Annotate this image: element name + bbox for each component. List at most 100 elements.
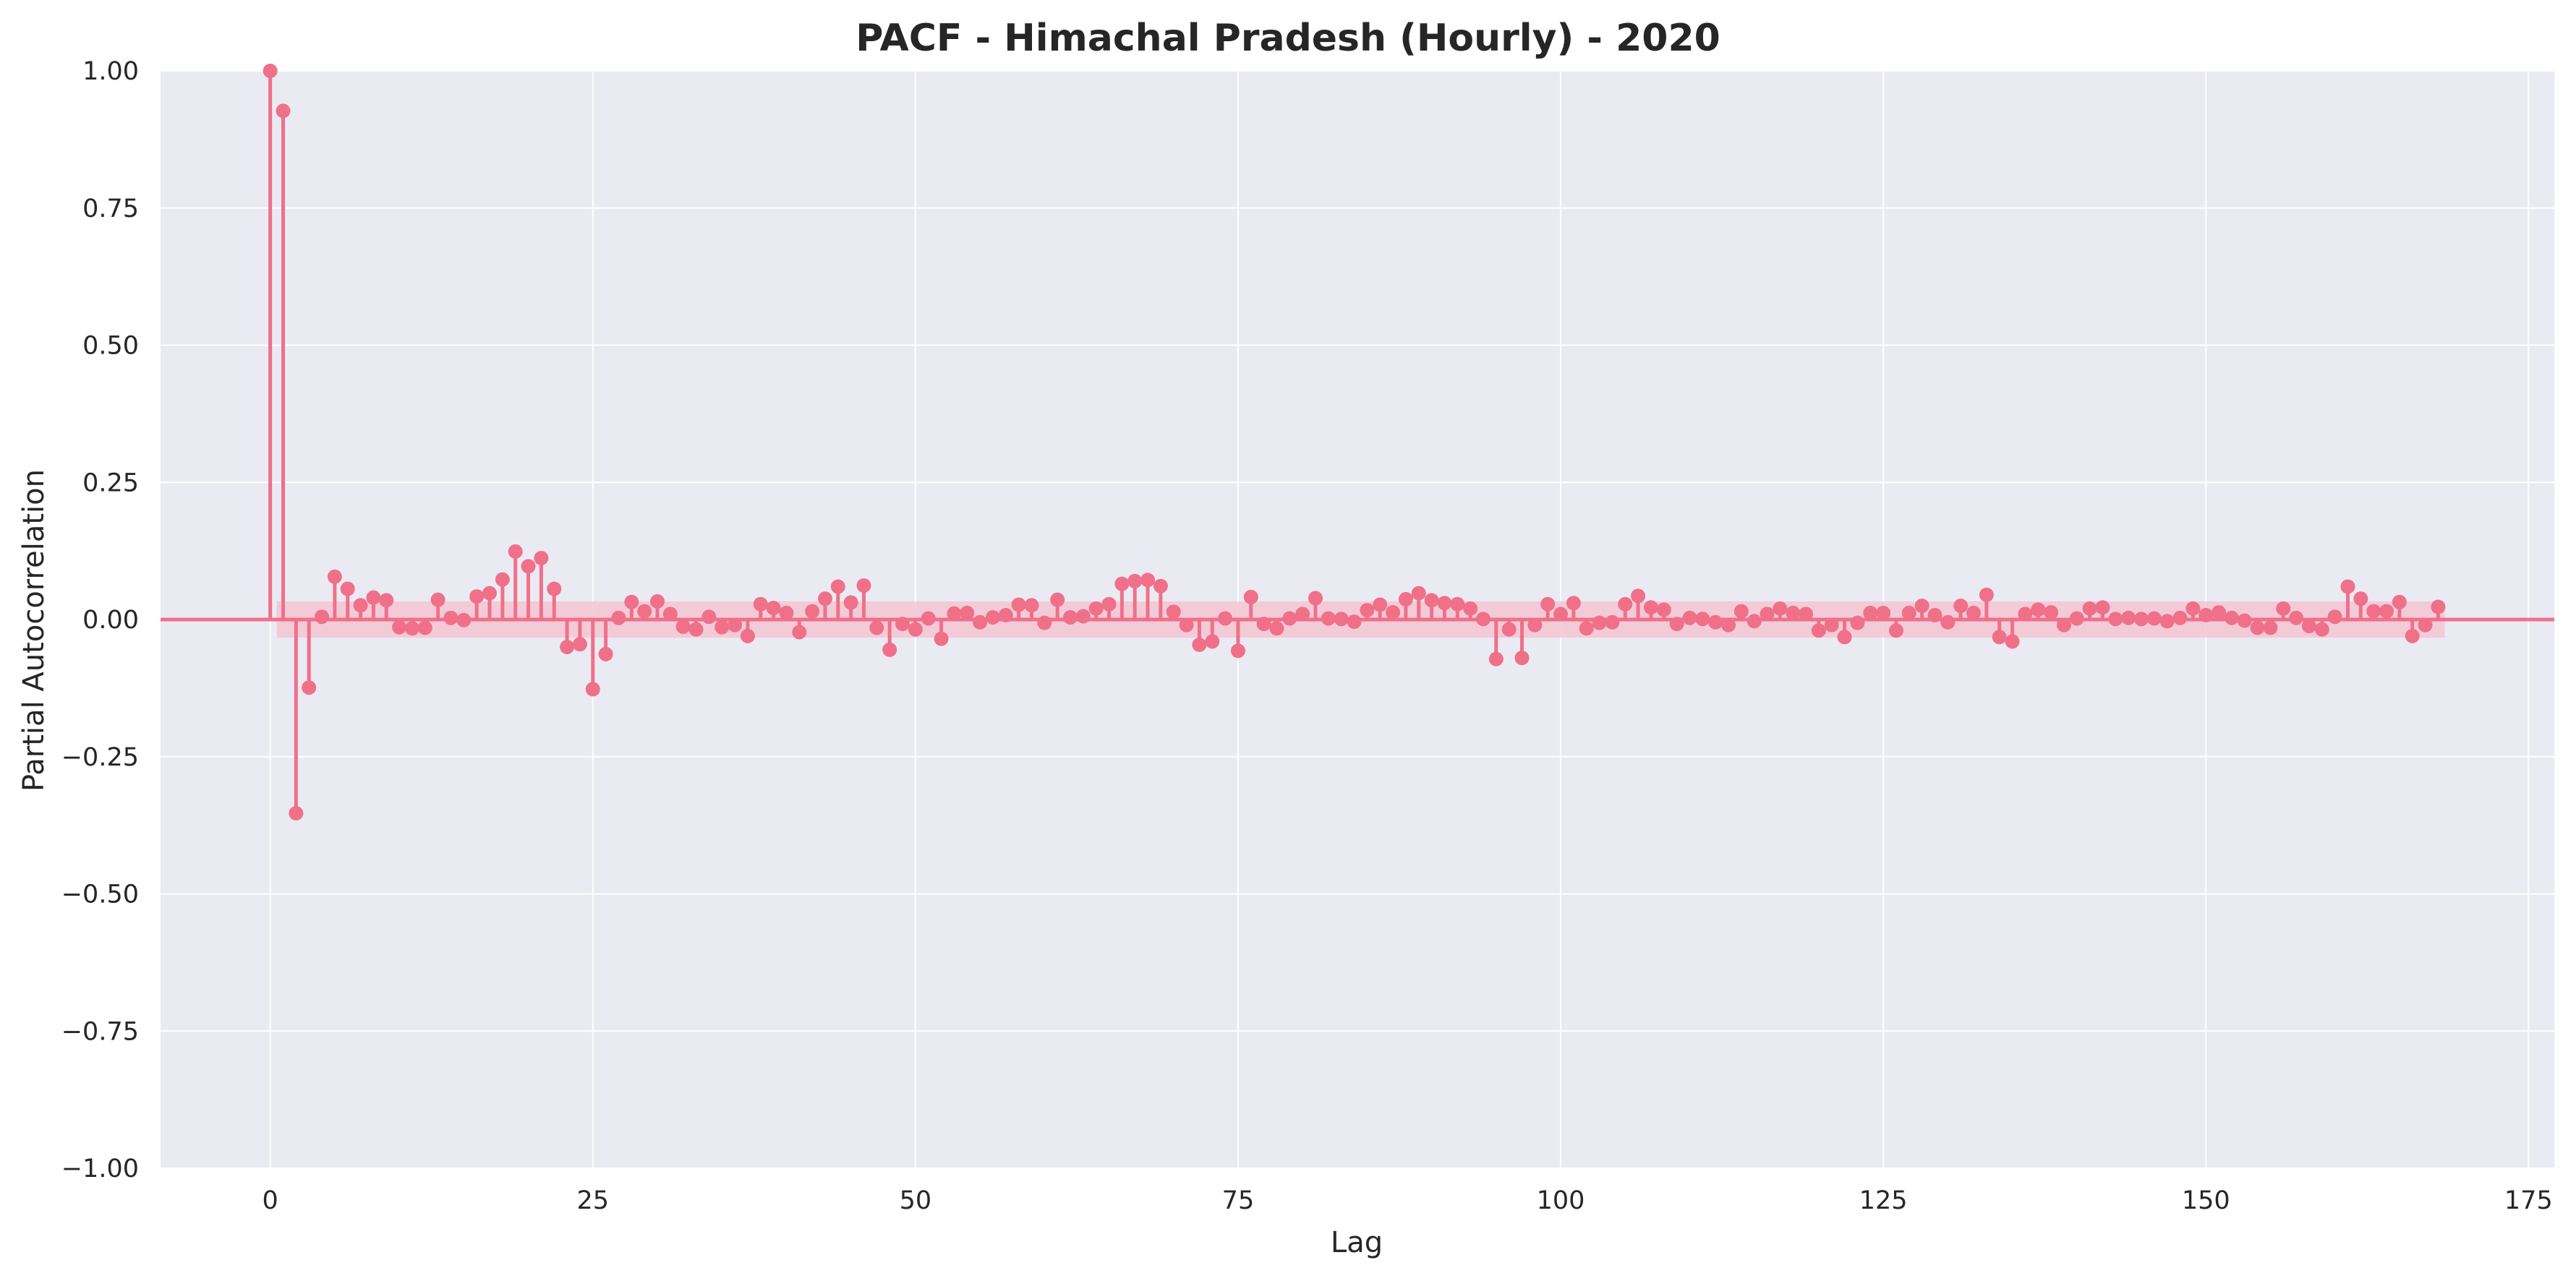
stem-marker	[1282, 611, 1297, 626]
stem-marker	[1747, 614, 1762, 629]
stem-marker	[921, 611, 936, 626]
stem-marker	[353, 598, 368, 613]
stem-marker	[998, 607, 1013, 622]
stem-marker	[908, 622, 923, 637]
stem-marker	[2056, 617, 2071, 633]
stem-marker	[2044, 605, 2059, 620]
stem-marker	[1011, 597, 1026, 612]
x-tick-label: 175	[2504, 1186, 2553, 1215]
stem-marker	[2134, 612, 2149, 627]
stem-marker	[2366, 604, 2381, 619]
stem-marker	[1179, 617, 1194, 633]
stem-marker	[1966, 605, 1982, 620]
stem-marker	[495, 572, 510, 587]
stem-marker	[508, 544, 523, 559]
stem-marker	[662, 607, 678, 622]
stem-marker	[2289, 610, 2304, 625]
stem-marker	[1979, 587, 1994, 602]
stem-marker	[2379, 604, 2394, 619]
stem-marker	[1914, 599, 1929, 614]
stem-marker	[830, 579, 845, 594]
stem-marker	[1888, 623, 1903, 638]
stem-marker	[1695, 612, 1710, 627]
stem-marker	[715, 620, 730, 635]
stem-marker	[740, 628, 755, 643]
stem-marker	[366, 590, 381, 605]
stem-marker	[2314, 622, 2329, 637]
stem-marker	[1437, 596, 1452, 611]
stem-marker	[1992, 630, 2007, 645]
stem-marker	[482, 586, 498, 601]
stem-marker	[2095, 600, 2110, 615]
stem-marker	[327, 569, 342, 584]
marker-series	[263, 64, 2446, 821]
stem-marker	[1488, 651, 1504, 667]
stem-marker	[289, 805, 304, 821]
stem-marker	[2353, 591, 2368, 607]
stem-marker	[585, 682, 600, 697]
stem-marker	[882, 642, 897, 657]
stem-marker	[443, 610, 459, 625]
stem-marker	[1514, 651, 1530, 666]
stem-marker	[1062, 609, 1078, 625]
y-tick-label: 1.00	[82, 57, 139, 86]
stem-marker	[315, 609, 330, 625]
stem-marker	[1140, 573, 1156, 588]
stem-marker	[1927, 607, 1942, 622]
stem-marker	[1953, 599, 1969, 614]
stem-marker	[2327, 609, 2342, 625]
stem-marker	[2082, 601, 2097, 616]
stem-marker	[1475, 612, 1490, 627]
y-tick-label: 0.25	[82, 468, 139, 497]
stem-marker	[1321, 611, 1336, 626]
stem-marker	[1463, 601, 1478, 616]
x-tick-label: 125	[1859, 1186, 1908, 1215]
stem-marker	[2431, 599, 2446, 614]
stem-marker	[1824, 617, 1839, 633]
stem-marker	[1773, 601, 1788, 616]
stem-marker	[404, 621, 419, 636]
stem-marker	[1347, 614, 1362, 630]
stem-marker	[2198, 607, 2214, 622]
stem-marker	[469, 589, 485, 604]
stem-marker	[1786, 605, 1801, 620]
stem-marker	[805, 604, 820, 619]
y-tick-label: −0.50	[61, 881, 139, 909]
stem-marker	[2224, 610, 2239, 625]
stem-marker	[624, 594, 639, 609]
y-tick-label: −0.25	[61, 743, 139, 772]
stem-marker	[1669, 617, 1684, 632]
stem-marker	[1295, 607, 1310, 622]
stem-marker	[1050, 592, 1065, 607]
stem-marker	[1450, 596, 1465, 612]
stem-marker	[895, 617, 910, 632]
x-tick-label: 0	[263, 1186, 278, 1215]
stem-marker	[1643, 600, 1658, 615]
stem-marker	[1101, 596, 1117, 612]
stem-marker	[521, 559, 536, 574]
stem-marker	[779, 605, 794, 620]
y-tick-label: −0.75	[61, 1017, 139, 1046]
stem-marker	[1243, 589, 1258, 604]
stem-marker	[1114, 576, 1130, 591]
stem-marker	[2185, 601, 2201, 616]
stem-marker	[688, 622, 704, 637]
stem-marker	[753, 596, 768, 612]
stem-marker	[1760, 607, 1775, 622]
stem-marker	[1940, 614, 1956, 630]
stem-marker	[598, 646, 613, 661]
stem-marker	[547, 581, 562, 596]
x-tick-label: 75	[1222, 1186, 1255, 1215]
stem-marker	[2159, 614, 2175, 629]
stem-marker	[766, 601, 781, 616]
stem-marker	[817, 591, 832, 607]
stem-marker	[1127, 573, 1143, 588]
stem-marker	[2237, 613, 2252, 628]
stem-marker	[2172, 610, 2188, 625]
stem-marker	[1075, 609, 1091, 624]
stem-marker	[1398, 591, 1413, 607]
stem-marker	[1192, 637, 1207, 652]
stem-marker	[1205, 634, 1220, 649]
x-tick-label: 25	[576, 1186, 609, 1215]
